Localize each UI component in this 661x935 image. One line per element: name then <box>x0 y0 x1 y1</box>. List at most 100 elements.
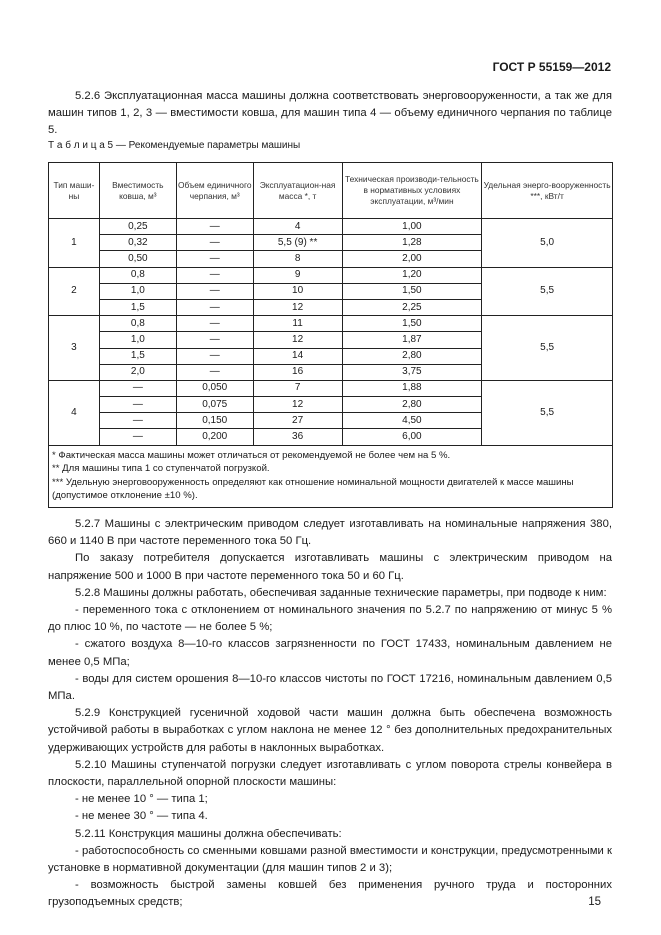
table-cell: 14 <box>252 347 343 365</box>
body-text: 5.2.7 Машины с электрическим приводом сл… <box>48 516 612 912</box>
table-cell: — <box>175 347 254 365</box>
paragraph: - работоспособность со сменными ковшами … <box>48 844 612 875</box>
table-cell: 2,80 <box>341 347 483 365</box>
table-cell: 1,00 <box>341 217 483 236</box>
column-header: Техническая производи-тельность в нормат… <box>341 162 483 219</box>
table-cell: 8 <box>252 250 343 268</box>
table-cell: 7 <box>252 379 343 398</box>
paragraph: По заказу потребителя допускается изгота… <box>48 552 612 582</box>
table-cell: — <box>175 298 254 317</box>
table-cell: — <box>175 363 254 381</box>
footnotes-row: * Фактическая масса машины может отличат… <box>48 444 613 508</box>
paragraph: - переменного тока с отклонением от номи… <box>48 604 612 634</box>
table-row: 1,0—10 1,50 <box>49 282 613 300</box>
table-cell: — <box>175 250 254 268</box>
table-cell: — <box>175 331 254 349</box>
table-cell: 0,50 <box>98 250 177 268</box>
energy-cell: 5,5 <box>481 315 613 381</box>
table-cell: — <box>98 428 177 446</box>
table-cell: 0,200 <box>175 428 254 446</box>
page-number: 15 <box>588 896 601 908</box>
column-header: Эксплуатацион-ная масса *, т <box>252 162 343 219</box>
table-row: 2 0,8—9 1,20 5,5 <box>48 266 613 317</box>
table-cell: 4 <box>252 217 343 236</box>
table-cell: 0,050 <box>175 379 254 398</box>
paragraph: - не менее 10 ° — типа 1; <box>75 793 208 806</box>
table-cell: 3,75 <box>341 363 483 381</box>
table-cell: 1,20 <box>341 266 483 284</box>
table-cell: 1,0 <box>98 331 177 349</box>
paragraph: 5.2.11 Конструкция машины должна обеспеч… <box>75 827 342 840</box>
table-cell: 1,88 <box>341 379 483 398</box>
table-cell: 0,075 <box>175 396 254 414</box>
table-cell: 0,8 <box>98 315 177 333</box>
table-cell: 0,8 <box>98 266 177 284</box>
table-cell: 0,150 <box>175 412 254 430</box>
column-header: Тип маши-ны <box>48 162 100 219</box>
table-cell: 0,32 <box>98 234 177 252</box>
table-cell: 2,80 <box>341 396 483 414</box>
parameters-table: Тип маши-ны Вместимость ковша, м³ Объем ед… <box>48 162 613 508</box>
table-cell: — <box>175 315 254 333</box>
footnote: *** Удельную энерговооруженность определ… <box>52 476 574 502</box>
table-caption: Т а б л и ц а 5 — Рекомендуемые параметр… <box>48 140 301 151</box>
paragraph: 5.2.6 Эксплуатационная масса машины долж… <box>48 90 612 137</box>
paragraph: - возможность быстрой замены ковшей без … <box>48 879 612 909</box>
table-cell: 9 <box>252 266 343 284</box>
table-cell: 1,0 <box>98 282 177 300</box>
paragraph: 5.2.10 Машины ступенчатой погрузки следу… <box>48 758 612 789</box>
intro-paragraph: 5.2.6 Эксплуатационная масса машины долж… <box>48 88 612 140</box>
table-cell: — <box>98 412 177 430</box>
type-cell: 1 <box>48 218 100 268</box>
paragraph: 5.2.7 Машины с электрическим приводом сл… <box>48 518 612 548</box>
paragraph: - воды для систем орошения 8—10-го класс… <box>48 672 612 703</box>
type-cell: 2 <box>48 266 100 317</box>
table-cell: 1,5 <box>98 347 177 365</box>
type-cell: 3 <box>48 315 100 381</box>
energy-cell: 5,5 <box>481 379 613 446</box>
table-row: —0,150 27 4,50 <box>49 412 613 430</box>
table-cell: 6,00 <box>341 428 483 446</box>
table-row: 1 0,25—4 1,00 5,0 <box>48 217 613 268</box>
table-cell: 11 <box>252 315 343 333</box>
energy-cell: 5,0 <box>481 218 613 268</box>
table-cell: — <box>175 234 254 252</box>
table-cell: 0,25 <box>98 217 177 236</box>
table-cell: 2,0 <box>98 363 177 381</box>
table-row: —0,075 12 2,80 <box>49 396 613 414</box>
table-cell: — <box>175 266 254 284</box>
table-cell: 1,50 <box>341 315 483 333</box>
column-header: Объем единичного черпания, м³ <box>175 162 254 219</box>
table-cell: 1,50 <box>341 282 483 300</box>
footnote: ** Для машины типа 1 со ступенчатой погр… <box>52 463 270 475</box>
table-cell: 36 <box>252 428 343 446</box>
table-cell: 1,87 <box>341 331 483 349</box>
table-cell: 16 <box>252 363 343 381</box>
table-row: —0,200 36 6,00 <box>49 428 613 446</box>
table-cell: 2,00 <box>341 250 483 268</box>
table-cell: 27 <box>252 412 343 430</box>
paragraph: 5.2.8 Машины должны работать, обеспечива… <box>75 586 607 599</box>
table-cell: 12 <box>252 396 343 414</box>
table-row: 3 0,8—11 1,50 5,5 <box>48 315 613 381</box>
energy-cell: 5,5 <box>481 266 613 317</box>
table-cell: — <box>98 379 177 398</box>
table-cell: 12 <box>252 331 343 349</box>
column-header: Удельная энерго-вооруженность ***, кВт/т <box>481 162 613 219</box>
table-row: 4—0,050 7 1,88 5,5 <box>48 379 613 446</box>
table-cell: 10 <box>252 282 343 300</box>
document-header: ГОСТ Р 55159—2012 <box>492 60 611 74</box>
column-header: Вместимость ковша, м³ <box>98 162 177 219</box>
paragraph: 5.2.9 Конструкцией гусеничной ходовой ча… <box>48 707 612 754</box>
footnotes: * Фактическая масса машины может отличат… <box>48 444 613 508</box>
footnote: * Фактическая масса машины может отличат… <box>52 449 451 461</box>
table-cell: — <box>175 217 254 236</box>
table-row: 1,5—14 2,80 <box>49 347 613 365</box>
paragraph: - не менее 30 ° — типа 4. <box>75 810 208 823</box>
type-cell: 4 <box>48 379 100 446</box>
table-cell: 2,25 <box>341 298 483 317</box>
table-row: 0,32—5,5 (9) ** 1,28 <box>49 234 613 252</box>
table-cell: 1,5 <box>98 298 177 317</box>
table-cell: 12 <box>252 298 343 317</box>
table-cell: 4,50 <box>341 412 483 430</box>
